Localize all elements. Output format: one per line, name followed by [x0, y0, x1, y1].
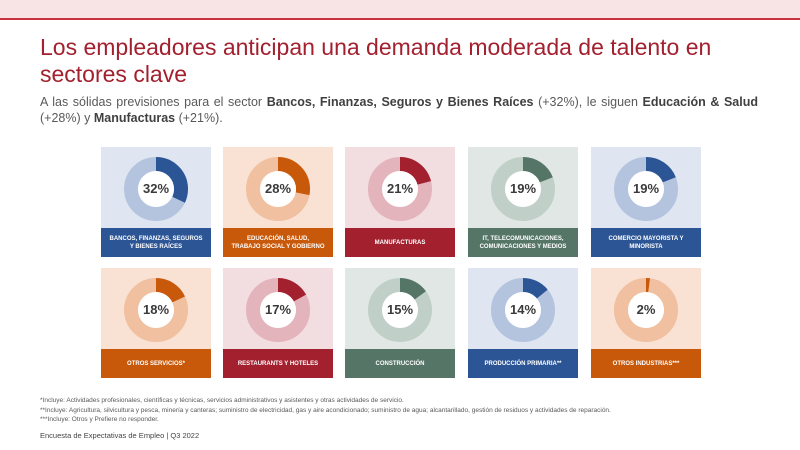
sector-label-line-2: COMUNICACIONES Y MEDIOS	[479, 243, 567, 250]
sector-label-line-2: MINORISTA	[629, 243, 663, 250]
donut-chart: 18%	[123, 277, 189, 343]
sector-label-line-1: PRODUCCIÓN PRIMARIA**	[484, 360, 562, 367]
donut-arc	[614, 157, 678, 221]
percentage-value: 14%	[509, 302, 537, 317]
top-banner	[0, 0, 800, 20]
sector-card: 19% COMERCIO MAYORISTA Y MINORISTA	[591, 147, 701, 257]
sector-card: 14% PRODUCCIÓN PRIMARIA**	[468, 268, 578, 378]
percentage-value: 15%	[386, 302, 414, 317]
sector-label: OTROS INDUSTRIAS***	[591, 349, 701, 378]
donut-arc	[614, 278, 678, 342]
donut-arc	[124, 157, 188, 221]
donut-chart: 2%	[613, 277, 679, 343]
sector-label-line-2: TRABAJO SOCIAL Y GOBIERNO	[231, 243, 325, 250]
donut-arc	[491, 157, 555, 221]
donut-arc	[368, 278, 432, 342]
sector-card: 21% MANUFACTURAS	[345, 147, 455, 257]
donut-center	[505, 171, 541, 207]
sector-label: EDUCACIÓN, SALUD, TRABAJO SOCIAL Y GOBIER…	[223, 228, 333, 257]
percentage-value: 17%	[264, 302, 292, 317]
footnote-2: **Incluye: Agricultura, silvicultura y p…	[40, 406, 611, 414]
sector-label-line-1: BANCOS, FINANZAS, SEGUROS	[109, 235, 203, 242]
donut-arc	[246, 157, 310, 221]
percentage-value: 28%	[264, 181, 292, 196]
sector-label-line-1: OTROS INDUSTRIAS***	[612, 360, 680, 367]
donut-arc	[124, 278, 188, 342]
sector-label-line-1: OTROS SERVICIOS*	[127, 360, 185, 367]
donut-chart: 28%	[245, 156, 311, 222]
sector-card: 28% EDUCACIÓN, SALUD, TRABAJO SOCIAL Y GO…	[223, 147, 333, 257]
sector-card: 18% OTROS SERVICIOS*	[101, 268, 211, 378]
donut-chart: 19%	[490, 156, 556, 222]
donut-chart: 17%	[245, 277, 311, 343]
footnote-1: *Incluye: Actividades profesionales, cie…	[40, 397, 404, 404]
sector-label: RESTAURANTS Y HOTELES	[223, 349, 333, 378]
sector-card: 19% IT, TELECOMUNICACIONES, COMUNICACIONE…	[468, 147, 578, 257]
donut-chart: 21%	[367, 156, 433, 222]
page-title: Los empleadores anticipan una demanda mo…	[40, 34, 760, 88]
donut-center	[260, 292, 296, 328]
sector-label: BANCOS, FINANZAS, SEGUROS Y BIENES RAÍCES	[101, 228, 211, 257]
footnotes: *Incluye: Actividades profesionales, cie…	[40, 396, 611, 425]
sector-card: 15% CONSTRUCCIÓN	[345, 268, 455, 378]
subtitle-bold-3: Manufacturas	[93, 111, 176, 125]
sector-label-line-1: COMERCIO MAYORISTA Y	[608, 235, 684, 242]
percentage-value: 21%	[386, 181, 414, 196]
donut-center	[260, 171, 296, 207]
donut-arc	[246, 278, 310, 342]
donut-arc	[491, 278, 555, 342]
sector-label-line-1: EDUCACIÓN, SALUD,	[246, 235, 309, 242]
subtitle-text-2: (+32%), le siguen	[533, 95, 643, 109]
donut-chart: 19%	[613, 156, 679, 222]
donut-chart: 15%	[367, 277, 433, 343]
donut-center	[628, 171, 664, 207]
sector-label-line-2: Y BIENES RAÍCES	[129, 243, 183, 250]
donut-arc	[368, 157, 432, 221]
sector-card: 32% BANCOS, FINANZAS, SEGUROS Y BIENES RA…	[101, 147, 211, 257]
donut-chart: 14%	[490, 277, 556, 343]
percentage-value: 2%	[636, 302, 656, 317]
sector-label: PRODUCCIÓN PRIMARIA**	[468, 349, 578, 378]
sector-card: 2% OTROS INDUSTRIAS***	[591, 268, 701, 378]
sector-label: COMERCIO MAYORISTA Y MINORISTA	[591, 228, 701, 257]
sector-label-line-1: IT, TELECOMUNICACIONES,	[482, 235, 564, 242]
percentage-value: 32%	[142, 181, 170, 196]
percentage-value: 19%	[509, 181, 537, 196]
donut-center	[138, 171, 174, 207]
title-line-2: sectores clave	[40, 61, 188, 87]
sector-label: MANUFACTURAS	[345, 228, 455, 257]
sector-label: CONSTRUCCIÓN	[345, 349, 455, 378]
sector-label: OTROS SERVICIOS*	[101, 349, 211, 378]
title-line-1: Los empleadores anticipan una demanda mo…	[40, 34, 712, 60]
sector-label-line-1: CONSTRUCCIÓN	[375, 360, 425, 367]
subtitle-text-1: A las sólidas previsiones para el sector	[40, 95, 267, 109]
footer-source: Encuesta de Expectativas de Empleo | Q3 …	[40, 431, 200, 440]
subtitle-bold-2: Educación & Salud	[642, 95, 758, 109]
percentage-value: 18%	[142, 302, 170, 317]
donut-chart: 32%	[123, 156, 189, 222]
footnote-3: ***Incluye: Otros y Prefiere no responde…	[40, 416, 159, 423]
subtitle-bold-1: Bancos, Finanzas, Seguros y Bienes Raíce…	[266, 95, 534, 109]
donut-center	[382, 292, 418, 328]
donut-center	[505, 292, 541, 328]
donut-center	[628, 292, 664, 328]
sector-label: IT, TELECOMUNICACIONES, COMUNICACIONES Y …	[468, 228, 578, 257]
subtitle-text-3: (+28%) y	[40, 111, 94, 125]
donut-center	[138, 292, 174, 328]
sector-label-line-1: MANUFACTURAS	[374, 239, 426, 246]
percentage-value: 19%	[632, 181, 660, 196]
sector-label-line-1: RESTAURANTS Y HOTELES	[237, 360, 319, 367]
sector-card: 17% RESTAURANTS Y HOTELES	[223, 268, 333, 378]
page-subtitle: A las sólidas previsiones para el sector…	[40, 94, 758, 126]
subtitle-text-4: (+21%).	[175, 111, 223, 125]
donut-center	[382, 171, 418, 207]
